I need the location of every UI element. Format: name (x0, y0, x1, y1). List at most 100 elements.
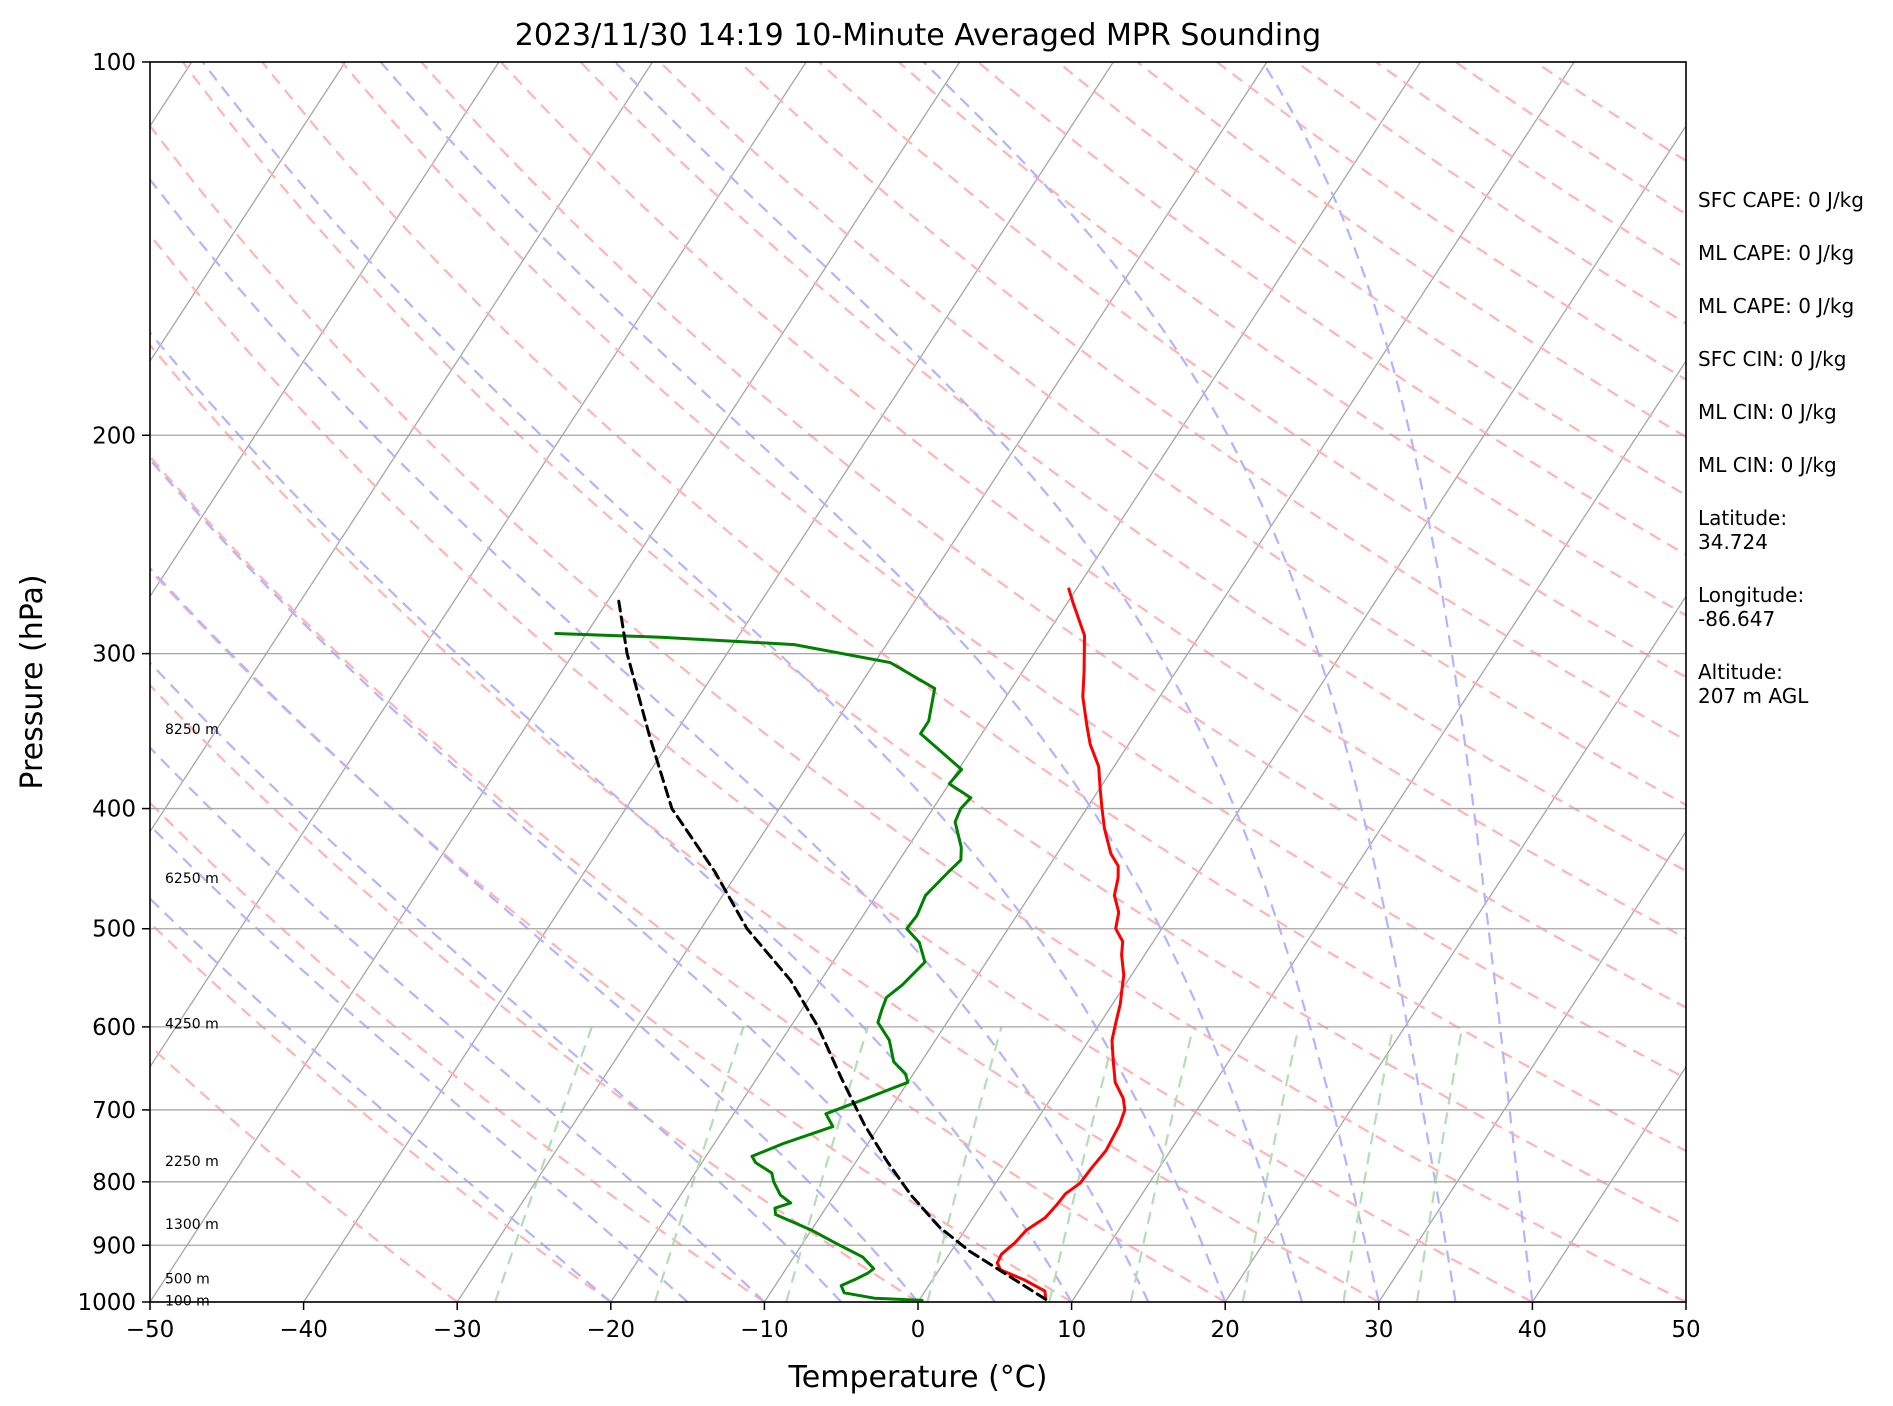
height-label: 100 m (165, 1293, 210, 1309)
isotherm-line (456, 62, 1268, 1302)
height-label: 6250 m (165, 871, 219, 887)
dry-adiabat-line (500, 62, 1686, 940)
altitude-text: Altitude: 207 m AGL (1698, 660, 1809, 708)
moist-adiabat-line (150, 330, 1073, 1302)
background-lines (150, 62, 1686, 1302)
y-tick-label: 400 (92, 797, 136, 823)
x-tick-label: −20 (587, 1317, 636, 1343)
height-label: 2250 m (165, 1154, 219, 1170)
isotherm-line (763, 62, 1575, 1302)
mixing-ratio-line (926, 1026, 1003, 1302)
dry-adiabat-line (150, 233, 1533, 1302)
isotherm-line (1531, 1065, 1686, 1302)
height-labels: 8250 m 6250 m 4250 m 2250 m 1300 m 500 m 100 m (165, 722, 219, 1309)
x-tick-label: −40 (279, 1317, 328, 1343)
sfc-cin-text: SFC CIN: 0 J/kg (1698, 347, 1847, 371)
x-tick-label: −50 (126, 1317, 175, 1343)
ml-cin-text: ML CIN: 0 J/kg (1698, 400, 1837, 424)
chart-title: 2023/11/30 14:19 10-Minute Averaged MPR … (515, 18, 1321, 53)
sfc-cape-text: SFC CAPE: 0 J/kg (1698, 188, 1864, 212)
moist-adiabat-line (379, 62, 1304, 1302)
dry-adiabat-line (659, 62, 1686, 807)
mixing-ratio-line (1415, 1026, 1464, 1302)
dry-adiabat-line (261, 62, 1686, 1153)
x-tick-label: 10 (1057, 1317, 1086, 1343)
dry-adiabat-line (150, 683, 919, 1302)
mixing-ratio-line (653, 1026, 745, 1302)
moist-adiabat-line (150, 177, 1150, 1302)
dry-adiabat-line (340, 62, 1686, 1080)
parcel-profile-line (616, 595, 1048, 1301)
ml-cin-text-2: ML CIN: 0 J/kg (1698, 453, 1837, 477)
x-tick-label: 40 (1518, 1317, 1547, 1343)
dry-adiabat-line (738, 62, 1686, 742)
height-label: 8250 m (165, 722, 219, 738)
y-tick-label: 700 (92, 1098, 136, 1124)
y-tick-label: 200 (92, 423, 136, 449)
moist-adiabat-line (922, 62, 1457, 1302)
isotherm-line (150, 62, 500, 598)
mixing-ratio-line (494, 1026, 593, 1302)
x-tick-label: −30 (433, 1317, 482, 1343)
isotherm-line (917, 124, 1686, 1302)
dry-adiabat-line (150, 1044, 458, 1302)
isotherm-line (1071, 359, 1686, 1302)
isotherm-line (150, 62, 654, 833)
mixing-ratio-line (1129, 1026, 1195, 1302)
height-label: 1300 m (165, 1217, 219, 1233)
y-axis-label: Pressure (hPa) (15, 574, 50, 789)
dry-adiabat-line (181, 62, 1686, 1227)
y-axis-ticks: 100 200 300 400 500 600 700 800 900 1000 (77, 50, 150, 1316)
mixing-ratio-line (1241, 1026, 1300, 1302)
moist-adiabat-line (150, 661, 843, 1302)
isotherm-line (303, 62, 1114, 1302)
dry-adiabat-line (897, 62, 1686, 617)
x-axis-ticks: −50 −40 −30 −20 −10 0 10 20 30 40 50 (126, 1302, 1701, 1343)
mixing-ratio-line (785, 1026, 869, 1302)
isotherm-line (1224, 595, 1686, 1302)
x-tick-label: 30 (1364, 1317, 1393, 1343)
ml-cape-text-2: ML CAPE: 0 J/kg (1698, 294, 1855, 318)
dry-adiabat-line (150, 801, 766, 1302)
x-axis-label: Temperature (°C) (788, 1360, 1048, 1395)
dry-adiabat-line (150, 124, 1686, 1302)
y-tick-label: 1000 (77, 1290, 136, 1316)
ml-cape-text: ML CAPE: 0 J/kg (1698, 241, 1855, 265)
isotherm-line (150, 62, 961, 1302)
height-label: 4250 m (165, 1016, 219, 1032)
isotherm-line (1378, 830, 1686, 1302)
x-tick-label: 50 (1671, 1317, 1700, 1343)
y-tick-label: 300 (92, 642, 136, 668)
dewpoint-profile-line (554, 632, 973, 1302)
moist-adiabat-line (1261, 62, 1534, 1302)
x-tick-label: 0 (911, 1317, 926, 1343)
dry-adiabat-line (579, 62, 1686, 873)
sounding-info-panel: SFC CAPE: 0 J/kg ML CAPE: 0 J/kg ML CAPE… (1698, 188, 1888, 737)
moist-adiabat-line (201, 62, 1227, 1302)
y-tick-label: 500 (92, 917, 136, 943)
dry-adiabat-line (150, 343, 1380, 1302)
x-tick-label: 20 (1211, 1317, 1240, 1343)
y-tick-label: 800 (92, 1170, 136, 1196)
moist-adiabat-line (614, 62, 1380, 1302)
y-tick-label: 100 (92, 50, 136, 76)
isotherm-line (150, 62, 346, 363)
sounding-series (554, 587, 1127, 1302)
moist-adiabat-line (150, 746, 766, 1302)
dry-adiabat-line (818, 62, 1686, 679)
moist-adiabat-line (150, 566, 919, 1302)
isotherm-line (610, 62, 1422, 1302)
latitude-text: Latitude: 34.724 (1698, 506, 1788, 554)
longitude-text: Longitude: -86.647 (1698, 583, 1805, 631)
mixing-ratio-line (1342, 1026, 1395, 1302)
y-tick-label: 900 (92, 1233, 136, 1259)
y-tick-label: 600 (92, 1015, 136, 1041)
height-label: 500 m (165, 1271, 210, 1287)
temperature-profile-line (995, 587, 1127, 1301)
x-tick-label: −10 (740, 1317, 789, 1343)
mixing-ratio-line (1048, 1026, 1118, 1302)
isotherm-line (150, 62, 807, 1068)
dry-adiabat-line (150, 455, 1226, 1302)
dry-adiabat-line (420, 62, 1686, 1009)
